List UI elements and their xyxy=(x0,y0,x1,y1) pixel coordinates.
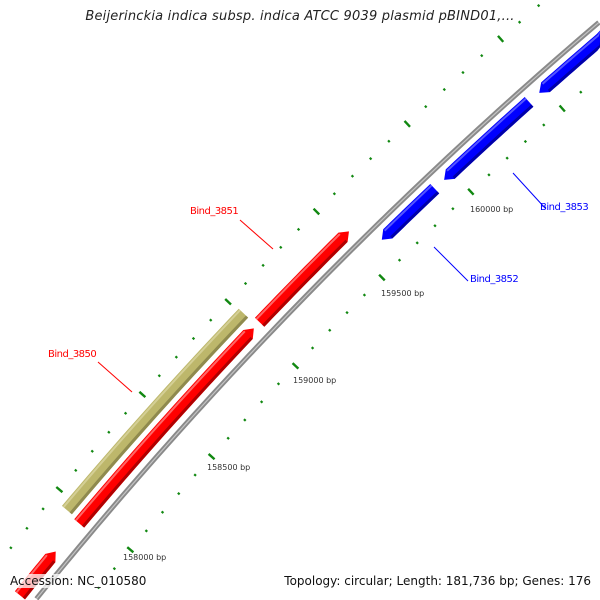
gene-bind-3851-shade xyxy=(262,239,348,327)
minor-tick-160200-outer xyxy=(442,87,446,92)
minor-tick-160400-outer xyxy=(480,54,484,58)
minor-tick-159800-outer xyxy=(368,157,373,161)
gene-label-bind-3852[interactable]: Bind_3852 xyxy=(470,274,519,285)
minor-tick-158400-outer xyxy=(123,411,128,415)
minor-tick-157700-outer xyxy=(9,546,13,550)
minor-tick-158800-outer xyxy=(191,336,196,341)
accession-text: Accession: NC_010580 xyxy=(8,574,149,588)
major-tick-158000-outer xyxy=(55,486,64,494)
leader-line-bind-3852 xyxy=(433,246,469,282)
minor-tick-159200-inner xyxy=(328,328,332,332)
tick-label-158000: 158000 bp xyxy=(123,553,167,562)
leader-line-bind-3850 xyxy=(97,361,133,393)
minor-tick-159900-outer xyxy=(387,139,391,143)
minor-tick-158200-inner xyxy=(160,510,165,514)
minor-tick-158400-inner xyxy=(193,473,197,477)
major-tick-158500-inner xyxy=(207,453,216,461)
major-tick-160500-inner xyxy=(558,104,566,113)
minor-tick-158100-inner xyxy=(144,529,148,533)
minor-tick-159300-inner xyxy=(345,310,349,315)
tick-label-158500: 158500 bp xyxy=(207,463,251,472)
minor-tick-158700-inner xyxy=(243,418,247,422)
minor-tick-160100-outer xyxy=(424,105,428,109)
minor-tick-157800-outer xyxy=(25,526,29,530)
minor-tick-159800-inner xyxy=(433,224,437,228)
major-tick-159500-inner xyxy=(378,273,386,282)
major-tick-160500-outer xyxy=(497,35,505,43)
feature-olive-shade xyxy=(69,315,249,515)
major-tick-159000-outer xyxy=(224,298,232,306)
gene-bind-3853-shade xyxy=(452,104,534,179)
minor-tick-158300-outer xyxy=(107,430,111,434)
minor-tick-159100-outer xyxy=(243,281,248,286)
minor-tick-159900-inner xyxy=(451,207,455,211)
map-title: Beijerinckia indica subsp. indica ATCC 9… xyxy=(85,9,515,24)
backbone-highlight xyxy=(35,21,600,600)
minor-tick-159700-outer xyxy=(350,174,355,178)
minor-tick-158900-inner xyxy=(276,382,281,386)
minor-tick-160700-outer xyxy=(536,3,541,8)
tick-label-159000: 159000 bp xyxy=(293,376,337,385)
minor-tick-160100-inner xyxy=(487,173,491,177)
leader-line-bind-3851 xyxy=(239,219,274,250)
minor-tick-158100-outer xyxy=(74,468,78,472)
minor-tick-158700-outer xyxy=(174,355,178,359)
minor-tick-160400-inner xyxy=(542,123,546,127)
minor-tick-160300-inner xyxy=(523,139,528,144)
minor-tick-160600-outer xyxy=(517,20,522,24)
gene-bind-3851 xyxy=(254,231,349,327)
gene-bind-3852-highlight xyxy=(383,184,433,232)
minor-tick-159300-outer xyxy=(279,245,283,249)
major-tick-160000-outer xyxy=(403,120,411,128)
gene-label-bind-3850[interactable]: Bind_3850 xyxy=(48,349,97,360)
major-tick-158000-inner xyxy=(126,546,135,554)
leader-line-bind-3853 xyxy=(512,172,546,209)
gene-bind-3852 xyxy=(381,183,440,240)
minor-tick-158900-outer xyxy=(209,318,213,322)
minor-tick-159700-inner xyxy=(415,241,419,245)
tick-label-159500: 159500 bp xyxy=(381,289,425,298)
minor-tick-158200-outer xyxy=(90,449,94,453)
gene-bind-3850 xyxy=(74,328,254,528)
gene-bind-3852-shade xyxy=(390,191,440,239)
minor-tick-159400-inner xyxy=(362,293,367,297)
gene-label-bind-3851[interactable]: Bind_3851 xyxy=(190,206,239,217)
gene-bind-3853 xyxy=(444,97,534,180)
major-tick-160000-inner xyxy=(467,187,475,196)
major-tick-159500-outer xyxy=(312,207,321,216)
gene-bind-3850-highlight xyxy=(75,330,246,522)
minor-tick-158600-inner xyxy=(226,436,230,440)
minor-tick-160600-inner xyxy=(579,90,583,94)
minor-tick-159200-outer xyxy=(261,263,265,267)
minor-tick-158600-outer xyxy=(157,374,161,378)
minor-tick-159100-inner xyxy=(310,346,315,350)
feature-olive xyxy=(61,308,249,515)
map-summary-text: Topology: circular; Length: 181,736 bp; … xyxy=(284,574,591,588)
major-tick-159000-inner xyxy=(291,362,300,370)
minor-tick-159600-inner xyxy=(397,258,402,262)
minor-tick-157900-outer xyxy=(41,507,45,511)
gene-partial-reverse-shade xyxy=(547,21,600,93)
gene-bind-3853-highlight xyxy=(446,97,527,172)
gene-bind-3850-shade xyxy=(81,336,253,528)
feature-olive-highlight xyxy=(62,309,241,508)
gene-bind-3851-highlight xyxy=(255,233,341,320)
minor-tick-158800-inner xyxy=(259,400,264,404)
major-tick-158500-outer xyxy=(138,390,147,399)
minor-tick-159400-outer xyxy=(296,227,301,232)
minor-tick-160300-outer xyxy=(461,70,465,75)
minor-tick-160200-inner xyxy=(505,156,509,160)
minor-tick-158300-inner xyxy=(177,491,181,496)
minor-tick-159600-outer xyxy=(332,192,337,196)
minor-tick-157900-inner xyxy=(112,567,117,571)
gene-label-bind-3853[interactable]: Bind_3853 xyxy=(540,202,589,213)
tick-label-160000: 160000 bp xyxy=(470,205,514,214)
